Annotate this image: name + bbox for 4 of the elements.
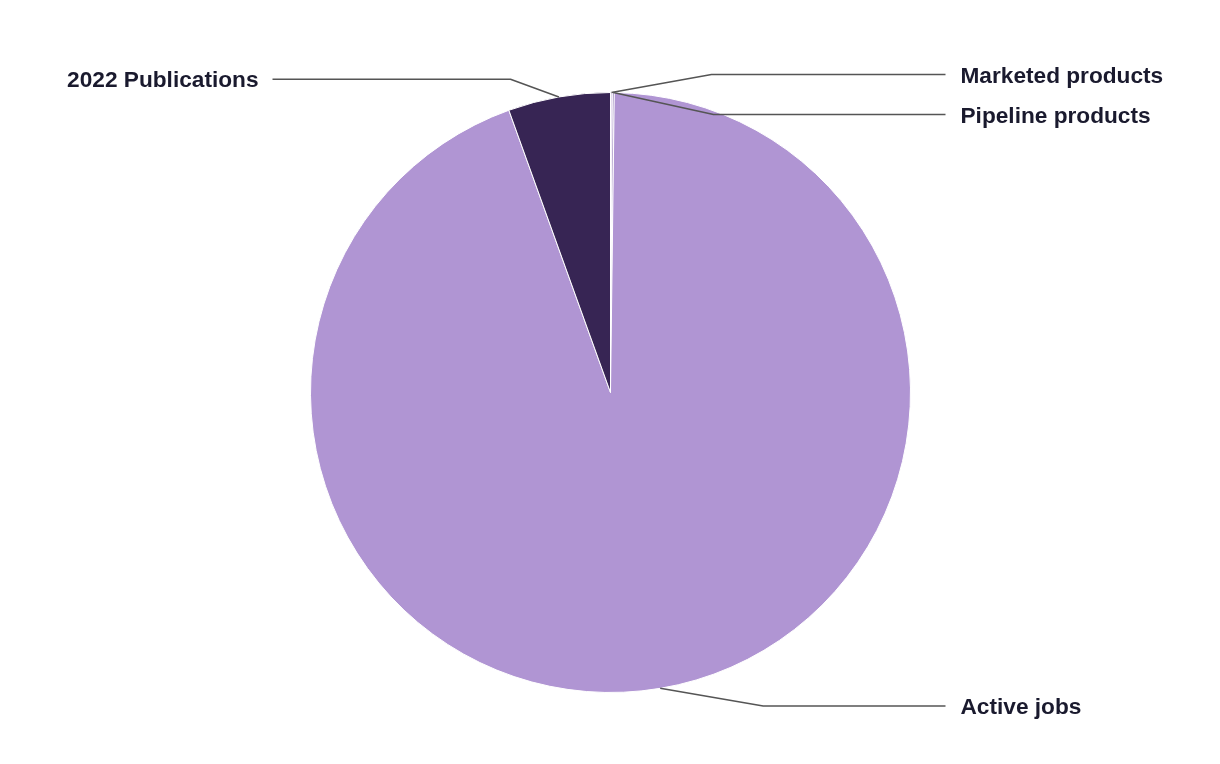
slice-label: Marketed products [960, 61, 1164, 88]
slice-label: 2022 Publications [67, 66, 259, 93]
slice-label: Active jobs [960, 693, 1082, 720]
slice-label: Pipeline products [960, 101, 1151, 128]
